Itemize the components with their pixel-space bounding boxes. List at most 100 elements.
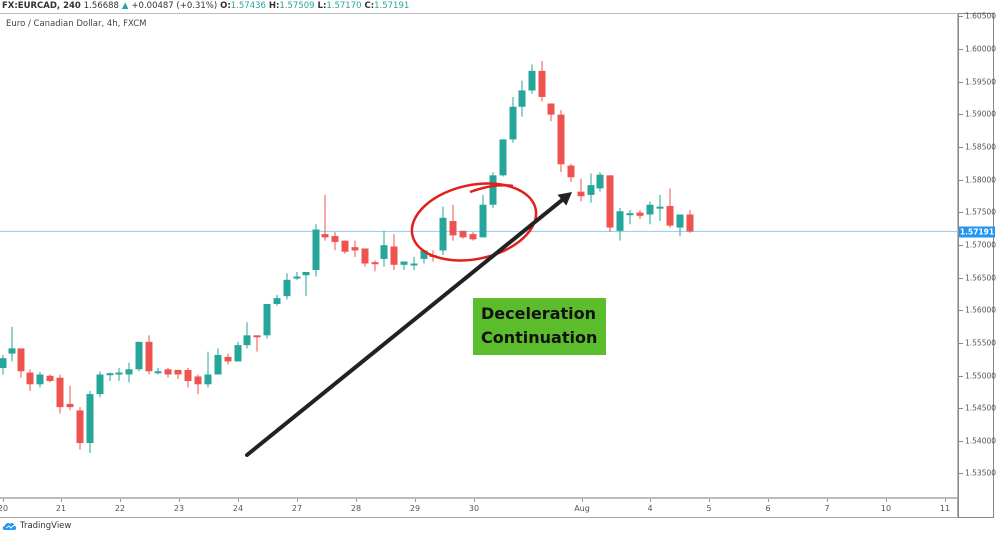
candle	[184, 367, 192, 388]
price-tick-label: 1.55000	[965, 371, 997, 380]
date-tick-label: 11	[939, 504, 951, 513]
candle	[390, 234, 398, 271]
date-tick	[3, 499, 4, 502]
price-tick-label: 1.55500	[965, 338, 997, 348]
candle	[243, 322, 251, 349]
candle	[125, 362, 133, 383]
price-tick-label: 1.58500	[965, 142, 997, 152]
date-tick	[179, 499, 180, 502]
candle	[577, 178, 585, 202]
date-tick-label: 28	[350, 504, 362, 513]
date-tick	[709, 499, 710, 502]
date-tick-label: 23	[173, 504, 185, 513]
date-tick	[120, 499, 121, 502]
price-tick-label: 1.58000	[965, 175, 997, 185]
price-tick-label: 1.54500	[965, 403, 997, 413]
candle	[557, 110, 565, 173]
price-change: +0.00487 (+0.31%)	[131, 1, 218, 11]
annotation-line-1: Deceleration	[481, 304, 597, 323]
candle	[567, 163, 575, 182]
candle	[115, 367, 123, 382]
price-tick-label: 1.56000	[965, 305, 997, 315]
close-label: C:	[364, 1, 375, 11]
tradingview-logo[interactable]: TradingView	[2, 521, 71, 531]
candle	[587, 173, 595, 203]
open-value: 1.57436	[230, 1, 266, 11]
candle	[164, 367, 172, 378]
candle	[547, 103, 555, 122]
low-value: 1.57170	[326, 1, 362, 11]
high-label: H:	[268, 1, 280, 11]
date-tick	[768, 499, 769, 502]
candle	[0, 354, 7, 375]
price-tick	[959, 473, 963, 475]
candle	[302, 271, 310, 297]
date-tick-label: 22	[114, 504, 126, 513]
brand-name: TradingView	[20, 521, 72, 531]
candle	[616, 207, 624, 241]
price-tick	[959, 179, 963, 181]
date-tick-label: 29	[409, 504, 421, 513]
candle	[36, 371, 44, 388]
price-tick	[959, 244, 963, 246]
candle	[596, 172, 604, 192]
time-axis[interactable]: 20 21 22 23 24 27 28 29 30 Aug 4 5 6 7 10 11	[0, 498, 958, 518]
candle	[528, 64, 536, 94]
candle	[293, 271, 301, 280]
candle	[26, 369, 34, 391]
candlestick-chart[interactable]	[0, 0, 958, 498]
date-tick	[356, 499, 357, 502]
open-label: O:	[220, 1, 231, 11]
date-tick	[415, 499, 416, 502]
date-tick	[297, 499, 298, 502]
candle	[371, 260, 379, 272]
candle	[380, 230, 388, 267]
candle	[106, 372, 114, 382]
candle	[459, 230, 467, 239]
date-tick	[582, 499, 583, 502]
candle	[204, 351, 212, 388]
chart-pane[interactable]	[0, 13, 958, 498]
date-tick-label: 27	[291, 504, 303, 513]
candle	[449, 204, 457, 241]
last-price: 1.56688	[83, 1, 119, 11]
candle	[56, 374, 64, 414]
date-tick	[827, 499, 828, 502]
price-tick	[959, 49, 963, 50]
low-label: L:	[317, 1, 327, 11]
candle	[646, 201, 654, 225]
price-tick-label: 1.56500	[965, 273, 997, 283]
arrow-head-icon	[557, 192, 572, 206]
candle	[626, 209, 634, 225]
candle	[253, 335, 261, 352]
candle	[666, 188, 674, 228]
candle	[263, 303, 271, 339]
date-tick	[886, 499, 887, 502]
candle	[538, 61, 546, 102]
date-tick-label: 10	[880, 504, 892, 513]
price-tick	[959, 81, 963, 83]
candle	[66, 385, 74, 411]
candle	[145, 335, 153, 375]
up-triangle-icon: ▲	[121, 1, 129, 11]
price-tick-label: 1.60500	[965, 11, 997, 21]
price-tick	[959, 310, 963, 312]
current-price-label: 1.57191	[959, 226, 995, 238]
price-tick	[959, 146, 963, 148]
price-scale[interactable]: 1.60500 1.60000 1.59500 1.59000 1.58500 1.580…	[958, 11, 997, 518]
price-tick	[959, 440, 963, 442]
date-tick	[650, 499, 651, 502]
candle	[224, 353, 232, 365]
date-tick	[474, 499, 475, 502]
candle	[86, 390, 94, 453]
candle	[499, 139, 507, 177]
date-tick	[238, 499, 239, 502]
candle	[17, 348, 25, 378]
candle	[8, 326, 16, 362]
date-tick-label: 24	[232, 504, 244, 513]
cloud-logo-icon	[2, 522, 17, 530]
annotation-box: Deceleration Continuation	[473, 298, 606, 355]
candle	[312, 224, 320, 277]
price-tick	[959, 114, 963, 116]
price-tick-label: 1.57500	[965, 207, 997, 217]
